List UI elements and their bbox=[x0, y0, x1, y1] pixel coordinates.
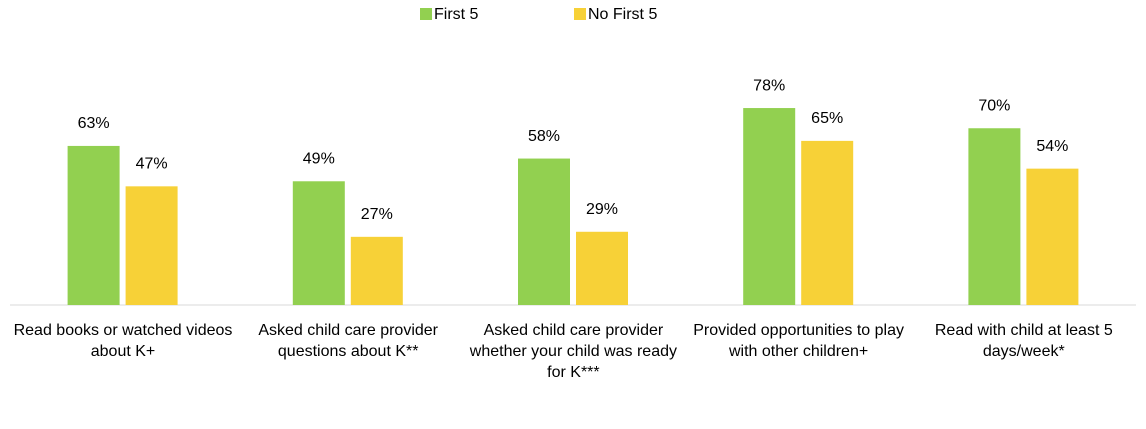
data-label: 27% bbox=[361, 206, 393, 223]
data-label: 70% bbox=[978, 97, 1010, 114]
x-tick-label: Read books or watched videos about K+ bbox=[13, 322, 233, 360]
legend-swatch bbox=[574, 8, 586, 20]
bar bbox=[576, 231, 628, 305]
data-label: 29% bbox=[586, 201, 618, 218]
bar bbox=[518, 158, 570, 305]
data-label: 78% bbox=[753, 77, 785, 94]
data-label: 49% bbox=[303, 150, 335, 167]
x-tick-label: Asked child care provider questions abou… bbox=[258, 322, 438, 360]
data-label: 58% bbox=[528, 128, 560, 145]
x-tick-label: Read with child at least 5 days/week* bbox=[934, 322, 1113, 360]
data-label: 65% bbox=[811, 110, 843, 127]
bar bbox=[292, 181, 345, 305]
data-label: 63% bbox=[78, 115, 110, 132]
data-label: 54% bbox=[1036, 138, 1068, 155]
bar bbox=[350, 236, 403, 305]
legend-label: No First 5 bbox=[588, 6, 657, 23]
bar bbox=[968, 128, 1021, 305]
bar bbox=[743, 108, 796, 305]
data-label: 47% bbox=[136, 156, 168, 173]
legend-swatch bbox=[420, 8, 432, 20]
x-tick-label: Asked child care provider whether your c… bbox=[469, 322, 677, 381]
bar bbox=[125, 186, 178, 305]
legend-label: First 5 bbox=[434, 6, 479, 23]
bar bbox=[801, 140, 854, 305]
x-tick-label: Provided opportunities to play with othe… bbox=[693, 322, 904, 360]
bar bbox=[67, 145, 120, 305]
bar bbox=[1026, 168, 1079, 305]
